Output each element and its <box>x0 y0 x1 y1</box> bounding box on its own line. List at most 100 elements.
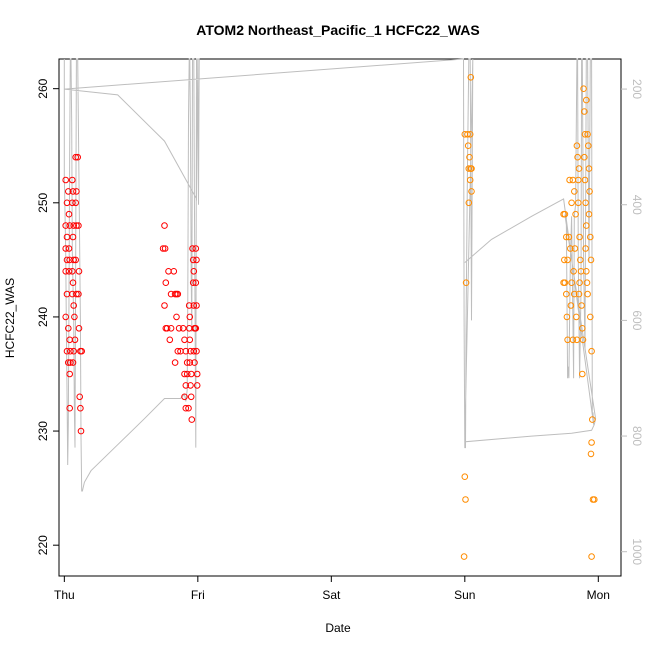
data-point <box>575 199 582 207</box>
data-point <box>73 290 80 298</box>
data-point <box>190 302 198 309</box>
data-point <box>65 325 72 332</box>
data-point <box>75 325 83 332</box>
data-point <box>587 256 595 264</box>
data-point <box>77 427 85 435</box>
data-point <box>70 222 77 229</box>
data-point <box>570 268 577 275</box>
plot-frame <box>58 58 622 577</box>
data-point <box>585 210 593 218</box>
data-point <box>161 222 168 229</box>
data-point <box>569 336 577 344</box>
data-point <box>581 131 589 138</box>
data-point <box>69 233 77 241</box>
data-point <box>578 302 585 309</box>
data-point <box>67 359 74 366</box>
data-point <box>62 313 69 321</box>
y-tick-label: 260 <box>36 78 50 98</box>
data-point <box>468 188 475 195</box>
data-point <box>66 336 73 344</box>
data-point <box>75 290 82 298</box>
y2-tick-label: 800 <box>630 426 644 446</box>
data-point <box>561 256 568 264</box>
data-point <box>181 336 188 344</box>
data-point <box>585 142 592 149</box>
data-point <box>588 439 595 446</box>
data-point <box>462 496 469 503</box>
data-point <box>571 188 578 195</box>
data-point <box>186 313 194 321</box>
data-point <box>69 199 76 207</box>
data-point <box>74 153 81 161</box>
data-point <box>66 370 73 378</box>
data-point <box>161 245 169 252</box>
data-point <box>70 347 77 355</box>
data-point <box>165 268 172 275</box>
data-point <box>466 131 474 138</box>
data-point <box>193 256 200 264</box>
data-point <box>460 553 468 560</box>
data-point <box>583 279 591 287</box>
data-point <box>587 450 595 458</box>
x-tick-label: Fri <box>191 588 205 602</box>
data-point <box>583 268 590 275</box>
data-point <box>67 347 74 355</box>
data-point <box>567 245 574 252</box>
y2-tick-label: 1000 <box>630 538 644 565</box>
data-point <box>571 245 579 252</box>
data-point <box>572 210 579 218</box>
y-tick-label: 250 <box>36 192 50 212</box>
data-point <box>584 290 591 298</box>
data-point <box>190 347 198 355</box>
data-point <box>182 382 190 389</box>
data-point <box>575 290 583 298</box>
data-point <box>69 268 76 275</box>
x-tick-label: Thu <box>54 588 75 602</box>
data-point <box>75 268 83 275</box>
data-point <box>179 325 187 332</box>
data-point <box>587 233 594 241</box>
data-point <box>192 279 200 287</box>
data-point <box>573 142 581 149</box>
data-point <box>69 290 76 298</box>
y-tick-label: 220 <box>36 535 50 555</box>
data-point <box>581 153 588 161</box>
data-point <box>70 256 77 264</box>
data-point <box>563 313 571 321</box>
data-point <box>72 256 79 264</box>
data-point <box>77 404 84 412</box>
data-point <box>65 188 72 195</box>
data-point <box>65 210 73 218</box>
data-point <box>189 245 196 252</box>
data-point <box>579 370 586 378</box>
data-point <box>66 222 73 229</box>
data-point <box>70 302 77 309</box>
data-point <box>561 210 569 218</box>
data-point <box>63 256 71 264</box>
y2-tick-label: 600 <box>630 310 644 330</box>
altitude-line <box>63 58 597 492</box>
data-point <box>581 176 589 184</box>
data-point <box>585 165 593 172</box>
data-point <box>566 176 573 184</box>
data-point <box>69 188 77 195</box>
data-point <box>187 393 195 401</box>
data-point <box>71 313 78 321</box>
data-point <box>561 279 569 287</box>
altitude-layer <box>63 58 597 492</box>
data-point <box>563 290 570 298</box>
data-point <box>568 199 575 207</box>
data-point <box>579 336 587 344</box>
data-point <box>72 199 79 207</box>
data-point <box>465 199 473 207</box>
data-point <box>583 96 590 104</box>
data-point <box>582 245 589 252</box>
y-tick-label: 240 <box>36 307 50 327</box>
data-point <box>567 302 575 309</box>
data-point <box>465 165 473 172</box>
data-point <box>565 233 573 241</box>
y-tick-label: 230 <box>36 421 50 441</box>
data-point <box>62 245 69 252</box>
data-point <box>174 347 182 355</box>
